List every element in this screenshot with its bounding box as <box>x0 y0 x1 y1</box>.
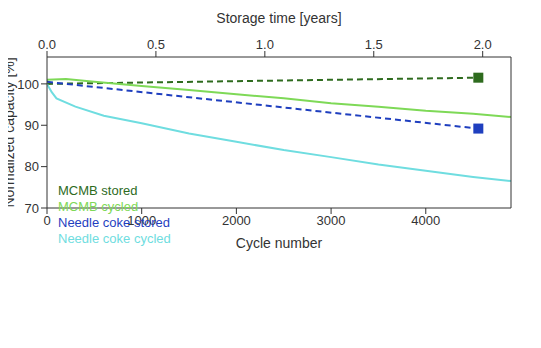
svg-text:Normalized capacity [%]: Normalized capacity [%] <box>8 57 17 207</box>
svg-text:70: 70 <box>25 201 39 216</box>
svg-text:Cycle number: Cycle number <box>236 235 323 251</box>
svg-text:0.0: 0.0 <box>38 37 56 52</box>
svg-text:1.0: 1.0 <box>256 37 274 52</box>
svg-text:100: 100 <box>17 77 39 92</box>
svg-text:80: 80 <box>25 159 39 174</box>
svg-text:1.5: 1.5 <box>365 37 383 52</box>
svg-text:4000: 4000 <box>411 213 440 228</box>
svg-text:0.5: 0.5 <box>147 37 165 52</box>
svg-text:Storage time [years]: Storage time [years] <box>216 10 341 26</box>
svg-text:1000: 1000 <box>127 213 156 228</box>
svg-text:2000: 2000 <box>222 213 251 228</box>
svg-text:3000: 3000 <box>317 213 346 228</box>
svg-text:2.0: 2.0 <box>474 37 492 52</box>
svg-text:90: 90 <box>25 118 39 133</box>
svg-text:0: 0 <box>43 213 50 228</box>
